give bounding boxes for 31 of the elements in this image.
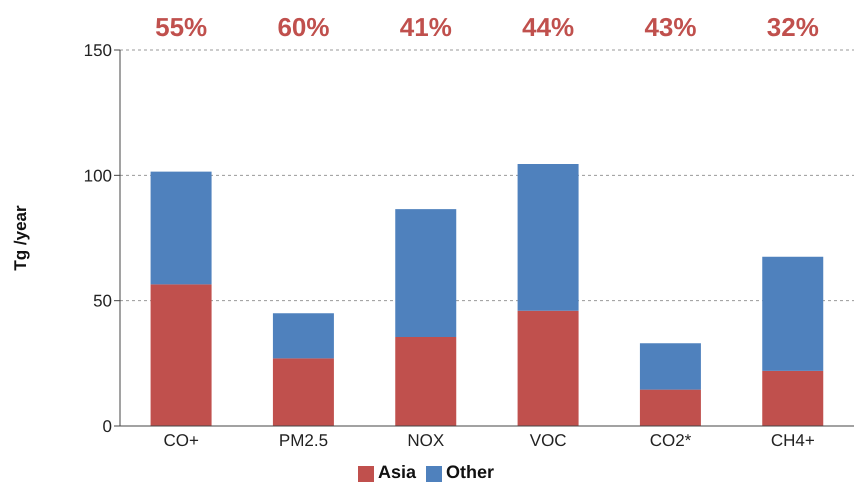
x-tick-label: CO+ xyxy=(163,431,199,450)
y-axis-title: Tg /year xyxy=(11,205,30,271)
bar xyxy=(272,358,334,426)
bar xyxy=(150,284,212,426)
text: 44% xyxy=(521,12,576,43)
bar xyxy=(150,172,212,284)
x-tick-label: CO2* xyxy=(650,431,692,450)
text: 55% xyxy=(154,12,208,43)
text: 60% xyxy=(276,12,331,43)
y-tick-label: 50 xyxy=(93,292,112,311)
bar xyxy=(640,343,701,390)
x-tick-label: NOX xyxy=(407,431,444,450)
x-tick-label: VOC xyxy=(530,431,567,450)
bar xyxy=(518,310,579,426)
x-tick-label: CH4+ xyxy=(770,431,815,450)
x-tick-label: PM2.5 xyxy=(278,431,328,450)
legend-label: Other xyxy=(446,462,494,482)
bar xyxy=(762,370,824,426)
bar xyxy=(518,164,579,311)
text: 41% xyxy=(398,12,453,43)
legend-label: Asia xyxy=(378,462,416,482)
bar xyxy=(395,337,456,426)
bar xyxy=(640,390,701,426)
y-tick-label: 150 xyxy=(84,41,112,60)
bar xyxy=(395,209,456,338)
text: 32% xyxy=(766,12,820,43)
bar xyxy=(762,256,824,371)
y-tick-label: 100 xyxy=(84,166,112,186)
text: 43% xyxy=(643,12,698,43)
y-tick-label: 0 xyxy=(102,417,112,436)
bar xyxy=(272,313,334,358)
